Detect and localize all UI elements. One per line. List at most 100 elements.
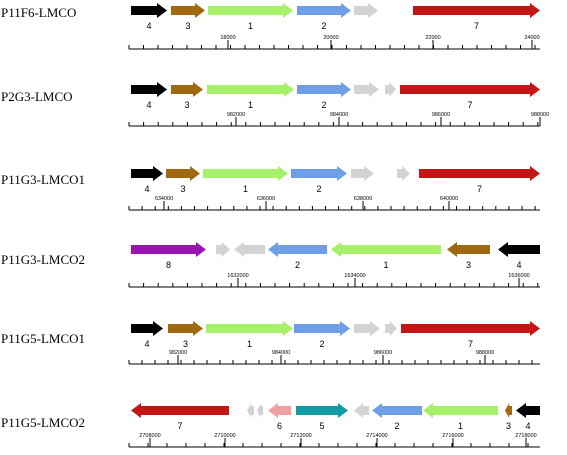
tick-label: 984000: [330, 112, 348, 118]
gene-arrow: [234, 242, 265, 257]
track: P11G5-LMCO1 4 3 1 2 7 982000 984000 986000 988000: [1, 321, 540, 365]
gene-number: 3: [506, 421, 511, 431]
gene-arrow: [131, 82, 167, 97]
tick-label: 640000: [440, 196, 458, 202]
tick-label: 988000: [476, 350, 494, 356]
gene-number: 3: [184, 100, 189, 110]
gene-arrow: [131, 403, 229, 418]
gene-number: 7: [477, 184, 482, 194]
gene-number: 7: [467, 100, 472, 110]
gene-number: 3: [183, 339, 188, 349]
gene-arrow: [268, 242, 327, 257]
tick-label: 2708000: [139, 433, 160, 439]
gene-number: 4: [144, 184, 149, 194]
track: P11G5-LMCO2 7 6 5 2 1 3 4 2708000 2710000 2712000 2…: [1, 403, 540, 448]
gene-arrow: [247, 403, 254, 418]
gene-arrow: [351, 166, 374, 181]
gene-number: 1: [458, 421, 463, 431]
gene-arrow: [206, 321, 293, 336]
tick-label: 982000: [169, 350, 187, 356]
gene-arrow: [385, 82, 396, 97]
gene-arrow: [297, 82, 351, 97]
gene-arrow: [516, 403, 540, 418]
gene-arrow: [354, 403, 369, 418]
gene-number: 4: [146, 21, 151, 31]
gene-arrow: [397, 166, 410, 181]
gene-arrow: [131, 166, 163, 181]
gene-number: 4: [525, 421, 530, 431]
tick-label: 20000: [323, 35, 338, 41]
gene-number: 1: [243, 184, 248, 194]
gene-arrow: [296, 403, 348, 418]
gene-arrow: [331, 242, 441, 257]
gene-arrow: [400, 82, 540, 97]
gene-arrow: [385, 321, 397, 336]
gene-arrow: [401, 321, 540, 336]
tick-label: 986000: [374, 350, 392, 356]
gene-arrow: [505, 403, 512, 418]
tick-label: 982000: [227, 112, 245, 118]
gene-number: 7: [474, 21, 479, 31]
gene-arrow: [131, 3, 167, 18]
gene-arrow: [257, 403, 263, 418]
gene-arrow: [168, 321, 203, 336]
gene-number: 7: [468, 339, 473, 349]
track-label: P11G3-LMCO1: [1, 172, 85, 187]
tick-label: 1634000: [344, 273, 365, 279]
gene-number: 2: [394, 421, 399, 431]
tick-label: 2712000: [290, 433, 311, 439]
tick-label: 2716000: [442, 433, 463, 439]
gene-arrow: [419, 166, 540, 181]
gene-arrow: [166, 166, 200, 181]
gene-number: 1: [248, 21, 253, 31]
gene-arrow: [203, 166, 288, 181]
tick-label: 18000: [220, 35, 235, 41]
tick-label: 1636000: [508, 273, 529, 279]
gene-arrow: [207, 82, 294, 97]
tick-label: 2718000: [515, 433, 536, 439]
gene-arrow: [297, 3, 351, 18]
tick-label: 1632000: [227, 273, 248, 279]
track: P2G3-LMCO 4 3 1 2 7 982000 984000 986000 988000: [1, 82, 549, 127]
track-label: P11F6-LMCO: [1, 5, 76, 20]
gene-number: 8: [166, 260, 171, 270]
gene-number: 4: [146, 100, 151, 110]
gene-arrow: [294, 321, 350, 336]
gene-arrow: [447, 242, 490, 257]
gene-number: 1: [247, 339, 252, 349]
gene-arrow: [208, 3, 293, 18]
tick-label: 22000: [425, 35, 440, 41]
gene-arrow: [291, 166, 347, 181]
gene-number: 5: [319, 421, 324, 431]
gene-number: 2: [295, 260, 300, 270]
tick-label: 984000: [272, 350, 290, 356]
track: P11F6-LMCO 4 3 1 2 7 18000 20000 22000 24000: [1, 3, 540, 50]
track-label: P11G5-LMCO1: [1, 331, 85, 346]
tick-label: 634000: [155, 196, 173, 202]
gene-number: 1: [248, 100, 253, 110]
gene-number: 3: [185, 21, 190, 31]
gene-arrow: [498, 242, 540, 257]
gene-arrow: [413, 3, 540, 18]
gene-number: 6: [277, 421, 282, 431]
gene-number: 3: [466, 260, 471, 270]
track-label: P2G3-LMCO: [1, 89, 73, 104]
track-label: P11G5-LMCO2: [1, 415, 85, 430]
gene-arrow: [131, 242, 206, 257]
gene-arrow: [354, 82, 379, 97]
gene-arrow: [423, 403, 498, 418]
track: P11G3-LMCO2 8 2 1 3 4 1632000 1634000 1636000: [1, 242, 540, 288]
gene-arrow: [171, 82, 203, 97]
gene-number: 4: [516, 260, 521, 270]
tick-label: 2710000: [214, 433, 235, 439]
gene-arrow: [354, 3, 378, 18]
gene-number: 4: [144, 339, 149, 349]
gene-number: 7: [177, 421, 182, 431]
tick-label: 638000: [354, 196, 372, 202]
gene-number: 2: [321, 100, 326, 110]
tick-label: 988000: [531, 112, 549, 118]
gene-number: 2: [316, 184, 321, 194]
gene-arrow: [171, 3, 205, 18]
gene-number: 1: [383, 260, 388, 270]
